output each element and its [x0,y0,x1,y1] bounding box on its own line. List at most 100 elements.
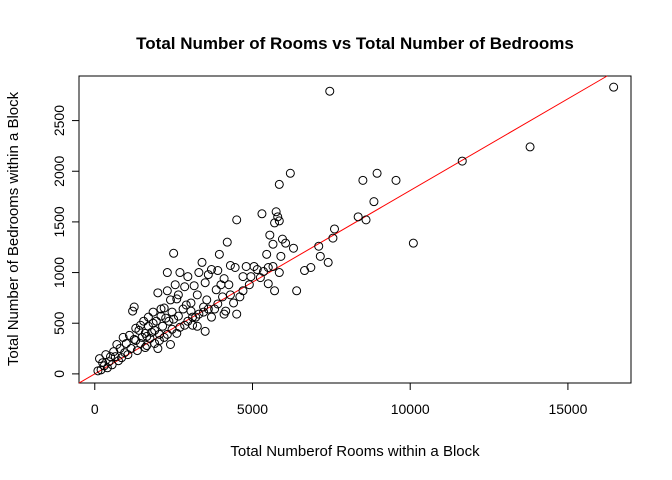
data-point [158,321,168,331]
data-point [206,265,216,275]
data-point [369,197,379,207]
data-point [391,175,401,185]
data-point [173,311,183,321]
data-point [181,300,191,310]
data-point [219,274,229,284]
data-point [165,339,175,349]
data-point [252,265,262,275]
data-point [210,304,220,314]
data-point [156,311,166,321]
data-point [172,294,182,304]
data-point [192,290,202,300]
data-point [203,304,213,314]
data-point [274,216,284,226]
data-point [153,288,163,298]
data-point [136,320,146,330]
data-point [274,179,284,189]
data-point [262,249,272,259]
y-tick-label: 2000 [51,155,67,186]
data-point [292,286,302,296]
data-point [165,295,175,305]
data-point [162,268,172,278]
data-point [150,338,160,348]
data-point [285,168,295,178]
data-point [241,261,251,271]
data-point [199,302,209,312]
data-point [268,239,278,249]
data-point [128,306,138,316]
data-point [274,268,284,278]
data-point [118,332,128,342]
y-axis-label: Total Number of Bedrooms within a Block [5,91,22,366]
data-point [246,272,256,282]
data-point [225,260,235,270]
x-tick-label: 0 [91,401,99,417]
data-point [167,307,177,317]
data-point [162,329,172,339]
data-point [270,286,280,296]
data-point [101,350,111,360]
y-tick-label: 1500 [51,206,67,237]
data-point [329,224,339,234]
data-point [148,307,158,317]
data-point [214,249,224,259]
data-point [255,273,265,283]
data-point [361,215,371,225]
data-point [372,168,382,178]
data-point [276,251,286,261]
data-point [244,280,254,290]
data-point [154,335,164,345]
data-point [188,312,198,322]
data-point [358,175,368,185]
data-point [192,321,202,331]
data-point [109,347,119,357]
data-point [268,261,278,271]
regression-line-path [78,75,608,384]
data-point [194,268,204,278]
data-point [169,248,179,258]
data-point [142,331,152,341]
x-tick-label: 15000 [548,401,587,417]
data-point [238,272,248,282]
data-point [93,366,103,376]
data-point [175,268,185,278]
data-point [95,354,105,364]
data-point [132,346,142,356]
data-point [197,257,207,267]
x-axis: 0 5000 10000 15000 [91,382,588,417]
data-point [609,82,619,92]
data-point [206,312,216,322]
x-axis-label: Total Numberof Rooms within a Block [230,443,480,460]
data-point [229,298,239,308]
y-tick-label: 0 [51,370,67,378]
data-point [129,302,139,312]
data-point [200,326,210,336]
data-point [408,238,418,248]
y-axis: 0 500 1000 1500 2000 2500 [51,105,80,378]
data-point [232,309,242,319]
data-point [183,272,193,282]
data-point [271,207,281,217]
data-points [93,82,619,376]
y-tick-label: 2500 [51,105,67,136]
data-point [222,237,232,247]
x-tick-label: 5000 [237,401,268,417]
data-point [213,299,223,309]
data-point [457,156,467,166]
data-point [156,304,166,314]
data-point [143,312,153,322]
data-point [213,266,223,276]
data-point [117,353,127,363]
chart-title: Total Number of Rooms vs Total Number of… [136,34,574,53]
data-point [323,257,333,267]
data-point [189,281,199,291]
data-point [257,209,267,219]
data-point [211,285,221,295]
data-point [148,318,158,328]
data-point [173,290,183,300]
data-point [314,241,324,251]
y-tick-label: 500 [51,311,67,335]
data-point [129,334,139,344]
data-point [288,243,298,253]
